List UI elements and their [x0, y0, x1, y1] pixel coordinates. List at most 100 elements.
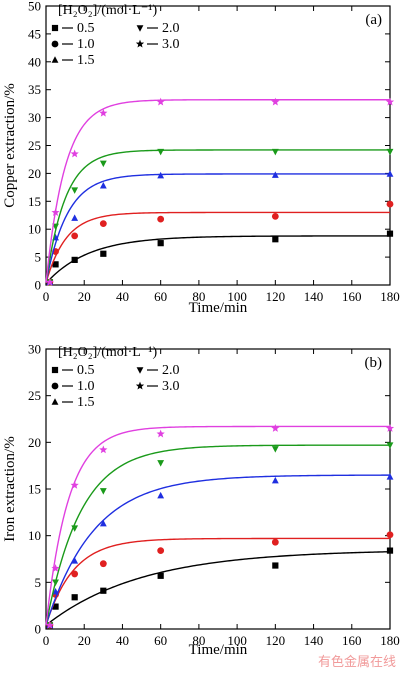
y-tick-label: 20: [28, 435, 41, 450]
y-tick-label: 45: [28, 26, 41, 41]
data-point-2.0: [71, 187, 79, 194]
legend-label-0.5: 0.5: [77, 363, 95, 378]
x-tick-label: 100: [227, 633, 247, 648]
data-point-2.0: [99, 488, 107, 495]
data-point-1.0: [157, 215, 165, 223]
x-tick-label: 140: [304, 289, 324, 304]
data-point-2.0: [157, 148, 165, 156]
x-tick-label: 0: [43, 633, 50, 648]
x-tick-label: 120: [266, 289, 286, 304]
x-axis-title: Time/min: [189, 642, 248, 658]
data-point-1.5: [99, 181, 107, 189]
panel-label: (b): [365, 355, 383, 371]
legend-title: [H₂O₂]/(mol·L⁻¹): [58, 3, 157, 18]
y-tick-label: 5: [35, 250, 42, 265]
legend-label-2.0: 2.0: [162, 21, 180, 36]
x-tick-label: 180: [380, 633, 400, 648]
x-tick-label: 80: [192, 289, 205, 304]
data-point-1.0: [271, 212, 279, 220]
x-tick-label: 180: [380, 289, 400, 304]
plot-frame: [45, 5, 391, 286]
fit-curve-0.5: [45, 551, 391, 626]
data-point-3.0: [271, 423, 280, 432]
data-point-1.0: [71, 232, 79, 240]
data-point-2.0: [386, 442, 394, 449]
y-tick-label: 50: [28, 0, 41, 14]
data-point-3.0: [156, 429, 165, 438]
legend-marker-1.5: [51, 398, 59, 405]
data-point-0.5: [272, 562, 279, 569]
data-point-1.0: [271, 538, 279, 546]
data-point-2.0: [157, 460, 165, 467]
legend-label-2.0: 2.0: [162, 363, 180, 378]
x-tick-label: 60: [154, 633, 167, 648]
x-tick-label: 100: [227, 289, 247, 304]
watermark: 有色金属在线: [318, 654, 396, 670]
legend-marker-1.0: [51, 382, 59, 390]
y-tick-label: 0: [35, 622, 42, 637]
y-tick-label: 30: [28, 342, 41, 357]
data-point-3.0: [51, 208, 60, 216]
data-point-1.0: [99, 220, 107, 228]
fit-curve-0.5: [45, 235, 390, 284]
legend-label-1.5: 1.5: [77, 395, 95, 410]
x-tick-label: 140: [304, 633, 324, 648]
legend-marker-2.0: [136, 367, 144, 374]
legend-label-1.5: 1.5: [77, 53, 95, 68]
data-point-0.5: [100, 250, 107, 257]
legend-title: [H₂O₂]/(mol·L⁻¹): [58, 345, 157, 360]
y-tick-label: 15: [28, 194, 41, 209]
data-point-1.5: [271, 171, 279, 178]
data-point-3.0: [45, 620, 54, 629]
data-point-0.5: [157, 240, 164, 247]
legend: [H₂O₂]/(mol·L⁻¹) 0.51.01.5 2.03.0: [51, 3, 180, 68]
legend-marker-3.0: [135, 381, 145, 390]
legend: [H₂O₂]/(mol·L⁻¹) 0.51.01.5 2.03.0: [51, 345, 180, 410]
data-point-3.0: [45, 277, 54, 286]
legend-marker-0.5: [51, 366, 59, 374]
data-point-3.0: [70, 480, 79, 489]
y-tick-label: 25: [28, 138, 41, 153]
data-point-2.0: [52, 579, 59, 587]
fit-curve-1.5: [45, 474, 391, 626]
data-point-0.5: [52, 603, 59, 610]
data-point-3.0: [70, 149, 79, 158]
fit-curve-1.0: [45, 211, 390, 283]
data-point-0.5: [71, 594, 78, 601]
y-axis-title: Iron extraction/%: [2, 436, 18, 541]
fit-curve-1.0: [45, 537, 390, 626]
data-point-0.5: [71, 256, 78, 263]
data-point-1.5: [157, 491, 165, 499]
y-tick-label: 10: [28, 222, 41, 237]
x-axis-title: Time/min: [189, 300, 248, 316]
fit-curve-3.0: [45, 99, 390, 283]
legend-label-3.0: 3.0: [162, 37, 180, 52]
legend-marker-2.0: [136, 25, 144, 32]
data-point-2.0: [271, 148, 279, 156]
data-point-1.0: [99, 560, 107, 568]
data-point-1.5: [71, 557, 79, 564]
data-point-1.5: [71, 214, 79, 221]
plot-frame: [45, 348, 391, 630]
y-tick-label: 10: [28, 528, 41, 543]
x-tick-label: 160: [342, 289, 362, 304]
data-point-2.0: [386, 148, 394, 156]
x-tick-label: 120: [266, 633, 286, 648]
data-point-1.0: [386, 531, 394, 539]
data-point-1.0: [71, 570, 79, 578]
legend-marker-1.5: [51, 56, 59, 63]
data-point-1.5: [52, 587, 59, 595]
data-point-0.5: [100, 587, 107, 594]
fit-curve-1.5: [45, 173, 390, 283]
data-point-0.5: [386, 230, 394, 237]
y-tick-label: 30: [28, 110, 41, 125]
panel-label: (a): [365, 12, 382, 28]
x-tick-label: 160: [342, 633, 362, 648]
data-point-0.5: [157, 572, 164, 579]
chart-panel-2: 0 20 40 60 80 100 120 140 160 180 0 5 10 15 20 25 30 Time…: [2, 342, 400, 659]
legend-label-3.0: 3.0: [162, 379, 180, 394]
x-tick-label: 20: [78, 289, 91, 304]
legend-marker-0.5: [51, 24, 59, 32]
data-point-3.0: [99, 445, 108, 454]
